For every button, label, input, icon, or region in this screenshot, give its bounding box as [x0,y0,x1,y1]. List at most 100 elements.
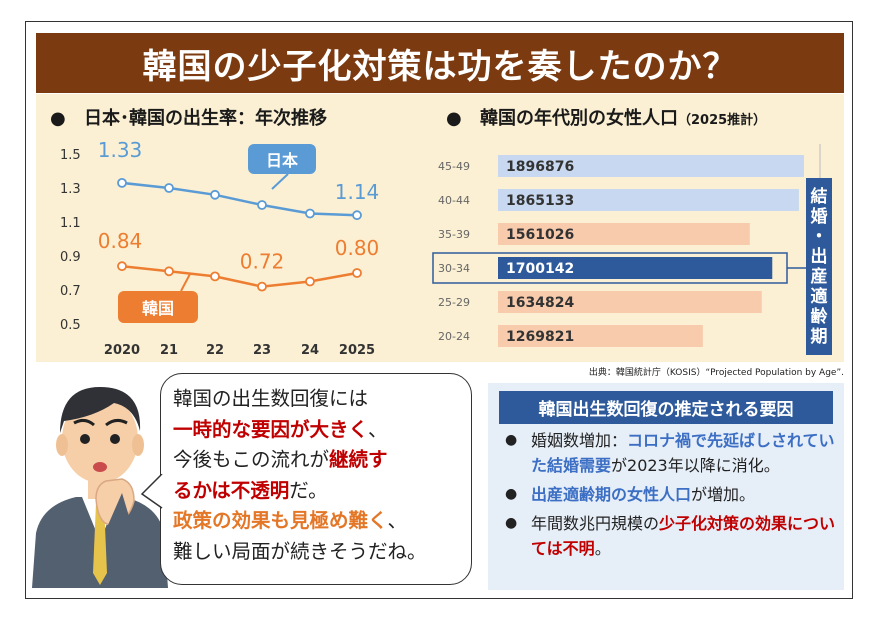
factor-text: 出産適齢期の女性人口 [531,485,692,504]
legend-japan-box [248,144,316,174]
population-bar [498,155,804,177]
factor-text: コロナ禍で先延ばしされていた結婚需要 [531,431,835,475]
x-tick-label: 2020 [104,343,140,358]
bar-value-label: 1896876 [506,159,574,175]
vertical-label-char: 結 [810,186,828,207]
x-tick-label: 2025 [339,343,375,358]
series-line-japan [121,181,358,217]
y-tick-label: 1.5 [60,148,81,163]
birth-rate-line-chart: 1.5 1.3 1.1 0.9 0.7 0.5 2020 21 22 23 24 2025 1.33 1.… [60,138,380,358]
female-population-bar-chart: 45-49 1896876 40-44 1865133 35-39 1561026 30-3… [432,144,821,352]
category-label: 30-34 [438,262,470,275]
marriage-childbearing-age-label: 結婚・出産適齢期 [806,178,832,355]
category-label: 35-39 [438,228,470,241]
legend-japan-label: 日本 [266,151,298,170]
bar-value-label: 1269821 [506,329,574,345]
y-tick-label: 1.3 [60,182,81,197]
bar-value-label: 1700142 [506,261,574,277]
legend-korea-label: 韓国 [142,299,174,318]
population-title: 韓国の年代別の女性人口 [480,108,678,129]
y-tick-label: 0.7 [60,284,81,299]
factor-text: が2023年以降に消化。 [611,456,780,475]
data-point [117,178,127,188]
data-point [164,266,174,277]
speech-text: 、 [387,509,408,532]
businessman-illustration [32,387,168,588]
population-bar [498,257,773,279]
speech-bubble-tail [140,474,164,509]
factor-text: が増加。 [691,485,756,504]
factor-item: 年間数兆円規模の少子化対策の効果については不明。 [499,511,837,561]
factor-text: 婚姻数増加： [531,431,628,450]
data-point [352,268,362,278]
category-label: 45-49 [438,160,470,173]
x-tick-label: 21 [160,343,178,358]
data-label: 0.80 [335,236,380,260]
speech-bubble: 韓国の出生数回復には 一時的な要因が大きく、 今後もこの流れが継続す るかは不透明だ。… [160,373,472,585]
birth-rate-title: 日本･韓国の出生率：年次推移 [84,108,327,129]
speech-line: 政策の効果も見極め難く、 [173,506,459,537]
bar-value-label: 1561026 [506,227,574,243]
data-point [257,281,267,292]
y-tick-label: 1.1 [60,216,81,231]
factor-text: 年間数兆円規模の [531,514,660,533]
birth-rate-panel [36,94,430,362]
vertical-label-char: 産 [810,266,828,287]
data-label: 1.14 [335,180,380,204]
speech-line: 今後もこの流れが継続す [173,445,459,476]
legend-japan-pointer [271,173,289,190]
y-tick-label: 0.9 [60,250,81,265]
speech-text: 難しい局面が続きそうだね。 [173,539,427,563]
population-bar [498,189,799,211]
legend-korea-pointer [180,273,191,292]
speech-text: 今後もこの流れが [173,448,330,471]
data-point [352,210,362,221]
population-bar [498,291,762,313]
data-point [164,183,174,193]
factor-text: 。 [594,539,611,558]
bullet-icon: ● [446,108,462,129]
speech-text: 韓国の出生数回復には [173,387,369,410]
source-note: 出典：韓国統計庁（KOSIS）“Projected Population by … [588,368,844,378]
factor-item: 出産適齢期の女性人口が増加。 [499,482,837,507]
speech-text: 継続す [329,448,388,471]
x-tick-label: 24 [301,343,319,358]
category-label: 20-24 [438,330,470,343]
vertical-label-char: 期 [810,326,828,347]
x-tick-label: 23 [253,343,271,358]
data-label: 1.33 [98,138,143,162]
speech-text: 政策の効果も見極め難く [173,509,388,532]
factors-list: 婚姻数増加：コロナ禍で先延ばしされていた結婚需要が2023年以降に消化。出産適齢… [499,428,837,565]
category-label: 25-29 [438,296,470,309]
population-heading: ● 韓国の年代別の女性人口（2025推計） [446,104,766,130]
speech-line: 韓国の出生数回復には [173,384,459,415]
speech-text: だ。 [289,478,328,502]
bullet-icon: ● [50,108,66,129]
vertical-label-char: ・ [810,226,828,247]
data-point [305,208,315,219]
data-point [117,261,127,272]
category-label: 40-44 [438,194,470,207]
legend-korea-box [118,291,198,323]
factor-text: 少子化対策の効果については不明 [531,514,836,558]
page-title: 韓国の少子化対策は功を奏したのか？ [36,33,844,93]
vertical-label-char: 出 [810,246,828,267]
data-label: 0.84 [98,229,143,253]
speech-text: 、 [368,417,388,441]
series-line-korea [121,264,358,288]
x-tick-label: 22 [206,343,224,358]
factor-item: 婚姻数増加：コロナ禍で先延ばしされていた結婚需要が2023年以降に消化。 [499,428,837,478]
population-title-note: （2025推計） [678,113,767,128]
factors-heading: 韓国出生数回復の推定される要因 [499,391,833,424]
population-bar [498,223,750,245]
speech-line: 難しい局面が続きそうだね。 [173,537,459,568]
data-point [210,189,220,200]
y-tick-label: 0.5 [60,318,81,333]
bar-value-label: 1865133 [506,193,574,209]
data-point [257,200,267,210]
speech-text: 一時的な要因が大きく [173,417,369,441]
vertical-label-char: 適 [810,286,828,307]
data-label: 0.72 [240,250,285,274]
speech-line: るかは不透明だ。 [173,476,459,507]
data-point [305,276,315,287]
